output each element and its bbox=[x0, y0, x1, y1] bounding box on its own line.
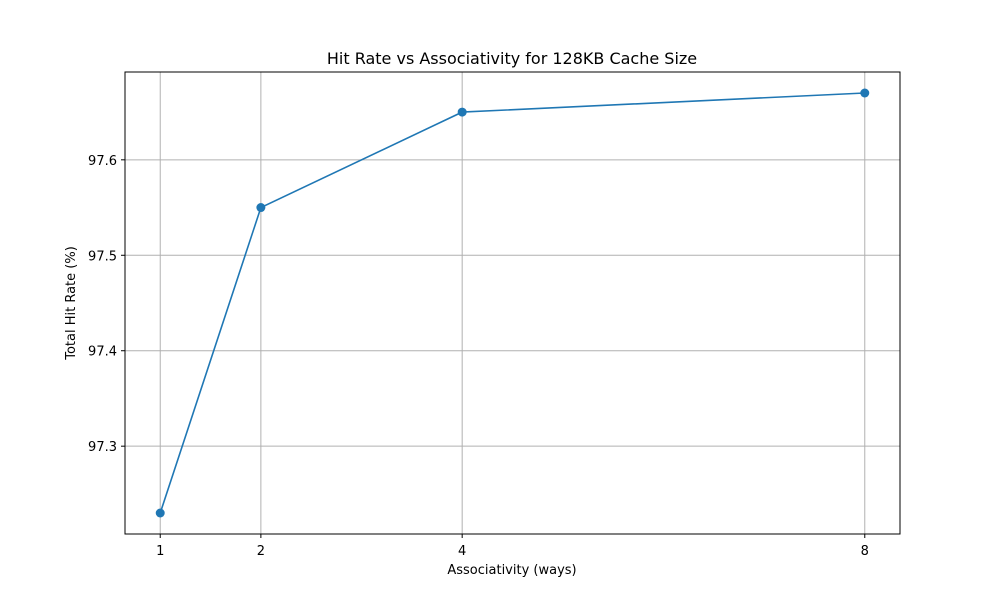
y-tick-label: 97.4 bbox=[88, 345, 117, 360]
x-tick-label: 1 bbox=[156, 544, 164, 559]
x-tick-label: 8 bbox=[861, 544, 869, 559]
y-tick-label: 97.3 bbox=[88, 440, 117, 455]
series-line bbox=[159, 92, 865, 514]
x-tick-label: 2 bbox=[257, 544, 265, 559]
y-tick-label: 97.5 bbox=[88, 249, 117, 264]
x-tick-label: 4 bbox=[458, 544, 466, 559]
chart-title: Hit Rate vs Associativity for 128KB Cach… bbox=[327, 49, 697, 68]
data-point bbox=[256, 203, 266, 213]
x-axis-ticks: 1 2 4 8 bbox=[156, 534, 869, 559]
grid bbox=[125, 72, 900, 534]
y-tick-label: 97.6 bbox=[88, 154, 117, 169]
data-point bbox=[155, 508, 165, 518]
x-axis-label: Associativity (ways) bbox=[447, 563, 576, 578]
data-point bbox=[860, 88, 870, 98]
series-layer bbox=[155, 88, 870, 518]
data-point bbox=[457, 107, 467, 117]
plot-frame bbox=[124, 71, 901, 535]
y-axis-ticks: 97.3 97.4 97.5 97.6 bbox=[88, 154, 125, 455]
y-axis-label: Total Hit Rate (%) bbox=[64, 246, 79, 361]
